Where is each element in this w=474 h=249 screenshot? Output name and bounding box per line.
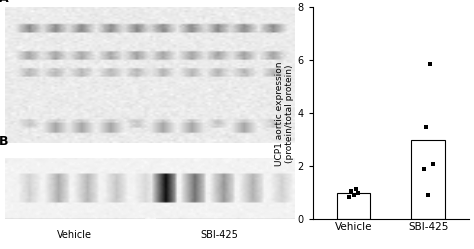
Point: [350, 193, 357, 197]
Text: SBI-425: SBI-425: [201, 230, 238, 240]
Point: [422, 124, 430, 128]
Point: [420, 167, 428, 171]
Point: [427, 62, 434, 66]
Y-axis label: UCP1 aortic expression
(protein/total protein): UCP1 aortic expression (protein/total pr…: [275, 61, 294, 166]
Bar: [337, 193, 370, 219]
Text: A: A: [0, 0, 9, 5]
Point: [429, 162, 437, 166]
Bar: [411, 140, 445, 219]
Point: [347, 188, 355, 192]
Text: Vehicle: Vehicle: [57, 230, 92, 240]
Text: C: C: [253, 0, 262, 1]
Point: [346, 195, 353, 199]
Text: B: B: [0, 135, 9, 148]
Point: [352, 187, 360, 191]
Point: [424, 193, 432, 197]
Point: [354, 191, 362, 195]
